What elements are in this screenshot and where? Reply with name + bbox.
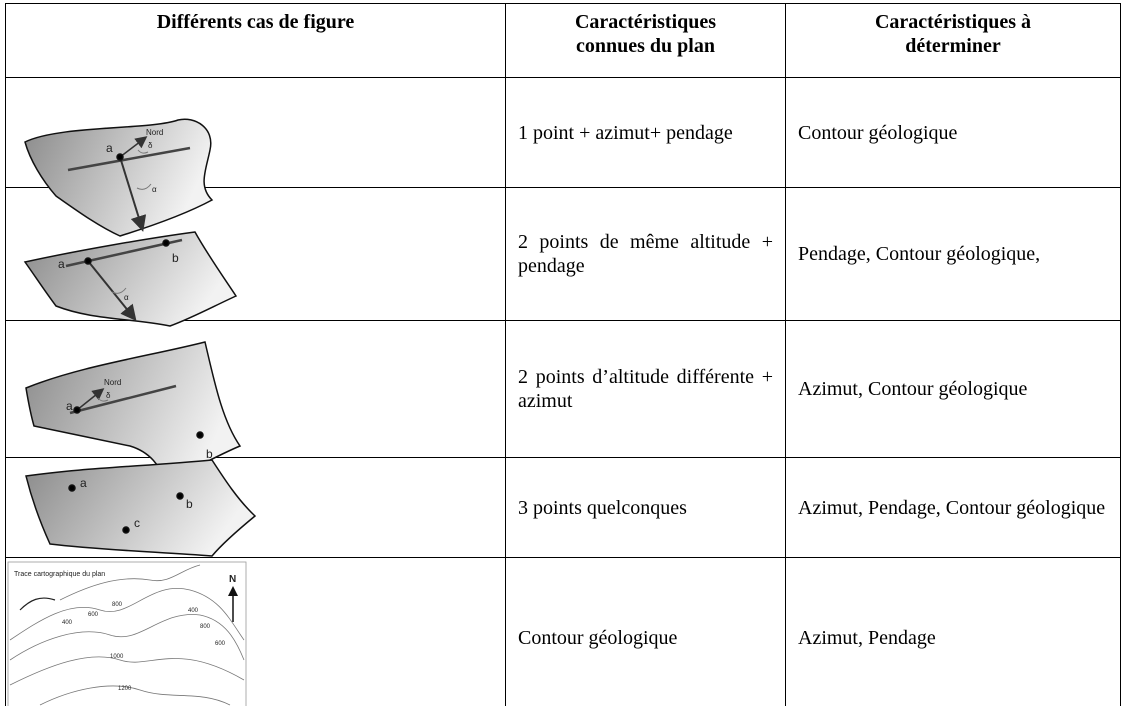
figure-cell xyxy=(5,187,506,321)
figure-cell xyxy=(5,320,506,458)
header-row: Différents cas de figure Caractéristique… xyxy=(5,3,1121,78)
figure-cell xyxy=(5,557,506,706)
cell: Pendage, Contour géologique, xyxy=(785,187,1121,321)
figure-cell xyxy=(5,457,506,558)
header-cell: Différents cas de figure xyxy=(5,3,506,78)
table: Différents cas de figure Caractéristique… xyxy=(5,3,1121,706)
cell: Azimut, Pendage xyxy=(785,557,1121,706)
row: 2 points de même altitude + pendage Penda… xyxy=(5,187,1121,321)
row: 2 points d’altitude différente + azimut A… xyxy=(5,320,1121,458)
cell: 2 points d’altitude différente + azimut xyxy=(505,320,786,458)
row: Contour géologique Azimut, Pendage xyxy=(5,557,1121,706)
header-text: Caractéristiques à déterminer xyxy=(874,11,1032,57)
cell: Azimut, Contour géologique xyxy=(785,320,1121,458)
header-text: Différents cas de figure xyxy=(156,11,355,33)
header-cell: Caractéristiques connues du plan xyxy=(505,3,786,78)
figure-cell xyxy=(5,77,506,188)
header-cell: Caractéristiques à déterminer xyxy=(785,3,1121,78)
cell: Contour géologique xyxy=(785,77,1121,188)
cell: 3 points quelconques xyxy=(505,457,786,558)
cell: Azimut, Pendage, Contour géologique xyxy=(785,457,1121,558)
row: 1 point + azimut+ pendage Contour géologi… xyxy=(5,77,1121,188)
header-text: Caractéristiques connues du plan xyxy=(574,11,717,57)
cell: Contour géologique xyxy=(505,557,786,706)
row: 3 points quelconques Azimut, Pendage, Con… xyxy=(5,457,1121,558)
cell: 1 point + azimut+ pendage xyxy=(505,77,786,188)
cell: 2 points de même altitude + pendage xyxy=(505,187,786,321)
